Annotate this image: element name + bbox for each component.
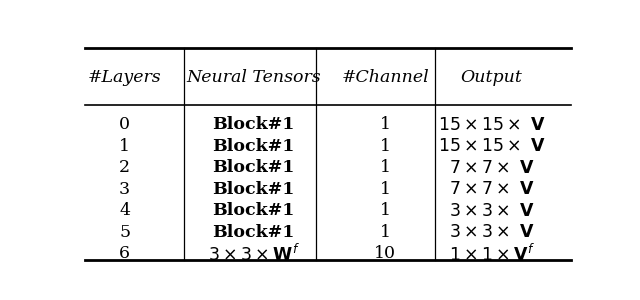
Text: 1: 1	[380, 181, 390, 198]
Text: $15 \times 15 \times$ $\mathbf{V}$: $15 \times 15 \times$ $\mathbf{V}$	[438, 116, 545, 134]
Text: 6: 6	[119, 245, 130, 262]
Text: $7 \times 7 \times$ $\mathbf{V}$: $7 \times 7 \times$ $\mathbf{V}$	[449, 180, 534, 198]
Text: $7 \times 7 \times$ $\mathbf{V}$: $7 \times 7 \times$ $\mathbf{V}$	[449, 159, 534, 177]
Text: Block#1: Block#1	[212, 116, 295, 134]
Text: $3 \times 3 \times \mathbf{W}^{f}$: $3 \times 3 \times \mathbf{W}^{f}$	[207, 243, 300, 264]
Text: Block#1: Block#1	[212, 202, 295, 219]
Text: 2: 2	[119, 159, 130, 176]
Text: 5: 5	[119, 224, 130, 241]
Text: 1: 1	[119, 138, 130, 155]
Text: 0: 0	[119, 116, 130, 134]
Text: 1: 1	[380, 202, 390, 219]
Text: Block#1: Block#1	[212, 224, 295, 241]
Text: 1: 1	[380, 159, 390, 176]
Text: Neural Tensors: Neural Tensors	[186, 69, 321, 86]
Text: 1: 1	[380, 116, 390, 134]
Text: 1: 1	[380, 224, 390, 241]
Text: Block#1: Block#1	[212, 159, 295, 176]
Text: #Channel: #Channel	[341, 69, 429, 86]
Text: 3: 3	[119, 181, 130, 198]
Text: 1: 1	[380, 138, 390, 155]
Text: #Layers: #Layers	[88, 69, 161, 86]
Text: $3 \times 3 \times$ $\mathbf{V}$: $3 \times 3 \times$ $\mathbf{V}$	[449, 223, 534, 241]
Text: Block#1: Block#1	[212, 181, 295, 198]
Text: $3 \times 3 \times$ $\mathbf{V}$: $3 \times 3 \times$ $\mathbf{V}$	[449, 202, 534, 220]
Text: Output: Output	[461, 69, 523, 86]
Text: Block#1: Block#1	[212, 138, 295, 155]
Text: 4: 4	[119, 202, 130, 219]
Text: 10: 10	[374, 245, 396, 262]
Text: $15 \times 15 \times$ $\mathbf{V}$: $15 \times 15 \times$ $\mathbf{V}$	[438, 137, 545, 155]
Text: $1 \times 1 \times \mathbf{V}^{f}$: $1 \times 1 \times \mathbf{V}^{f}$	[449, 243, 535, 264]
